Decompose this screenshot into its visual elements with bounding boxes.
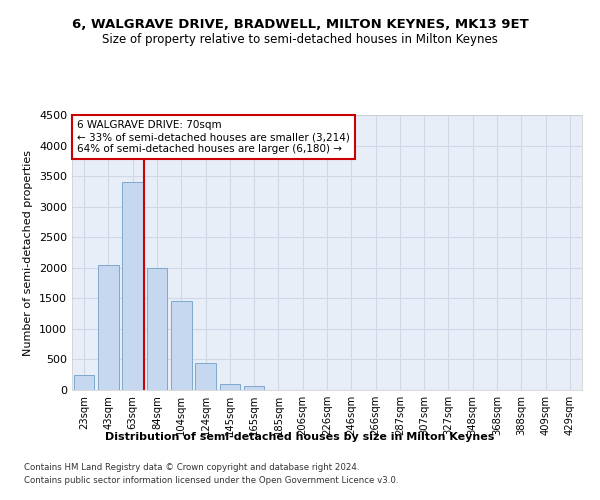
Text: 6, WALGRAVE DRIVE, BRADWELL, MILTON KEYNES, MK13 9ET: 6, WALGRAVE DRIVE, BRADWELL, MILTON KEYN… [71, 18, 529, 30]
Text: Distribution of semi-detached houses by size in Milton Keynes: Distribution of semi-detached houses by … [106, 432, 494, 442]
Bar [171, 302, 191, 390]
Y-axis label: Number of semi-detached properties: Number of semi-detached properties [23, 150, 34, 356]
Bar [122, 182, 143, 390]
Bar [98, 264, 119, 390]
Bar [220, 384, 240, 390]
Bar [146, 268, 167, 390]
Bar [195, 362, 216, 390]
Text: 6 WALGRAVE DRIVE: 70sqm
← 33% of semi-detached houses are smaller (3,214)
64% of: 6 WALGRAVE DRIVE: 70sqm ← 33% of semi-de… [77, 120, 350, 154]
Bar [74, 374, 94, 390]
Text: Contains HM Land Registry data © Crown copyright and database right 2024.: Contains HM Land Registry data © Crown c… [24, 462, 359, 471]
Bar [244, 386, 265, 390]
Text: Contains public sector information licensed under the Open Government Licence v3: Contains public sector information licen… [24, 476, 398, 485]
Text: Size of property relative to semi-detached houses in Milton Keynes: Size of property relative to semi-detach… [102, 32, 498, 46]
